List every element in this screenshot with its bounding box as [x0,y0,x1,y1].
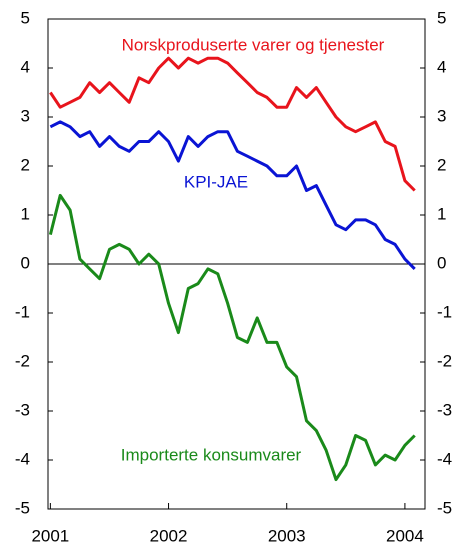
series-label: Norskproduserte varer og tjenester [122,35,385,54]
y-tick-label: 3 [21,106,30,125]
y-tick-label: 2 [21,155,30,174]
x-tick-label: 2002 [150,526,188,545]
x-tick-label: 2003 [268,526,306,545]
y2-tick-label: 0 [437,253,446,272]
y-tick-label: 0 [21,253,30,272]
series-line [48,193,416,482]
x-tick-label: 2001 [31,526,69,545]
y2-tick-label: -2 [437,351,452,370]
y2-tick-label: 3 [437,106,446,125]
y-tick-label: -4 [15,449,30,468]
y2-tick-label: -5 [437,498,452,517]
x-tick-label: 2004 [386,526,424,545]
y2-tick-label: 5 [437,8,446,27]
y-tick-label: -1 [15,302,30,321]
series-line [49,120,416,270]
series-line [49,56,416,192]
y2-tick-label: 4 [437,57,446,76]
y2-tick-label: -1 [437,302,452,321]
y-tick-label: 4 [21,57,30,76]
y2-tick-label: 1 [437,204,446,223]
y2-tick-label: -3 [437,400,452,419]
series-label: KPI-JAE [184,172,248,191]
series-label: Importerte konsumvarer [121,445,302,464]
y-tick-label: -3 [15,400,30,419]
y-tick-label: 5 [21,8,30,27]
y2-tick-label: 2 [437,155,446,174]
y-tick-label: -5 [15,498,30,517]
y-tick-label: 1 [21,204,30,223]
y-tick-label: -2 [15,351,30,370]
y2-tick-label: -4 [437,449,452,468]
